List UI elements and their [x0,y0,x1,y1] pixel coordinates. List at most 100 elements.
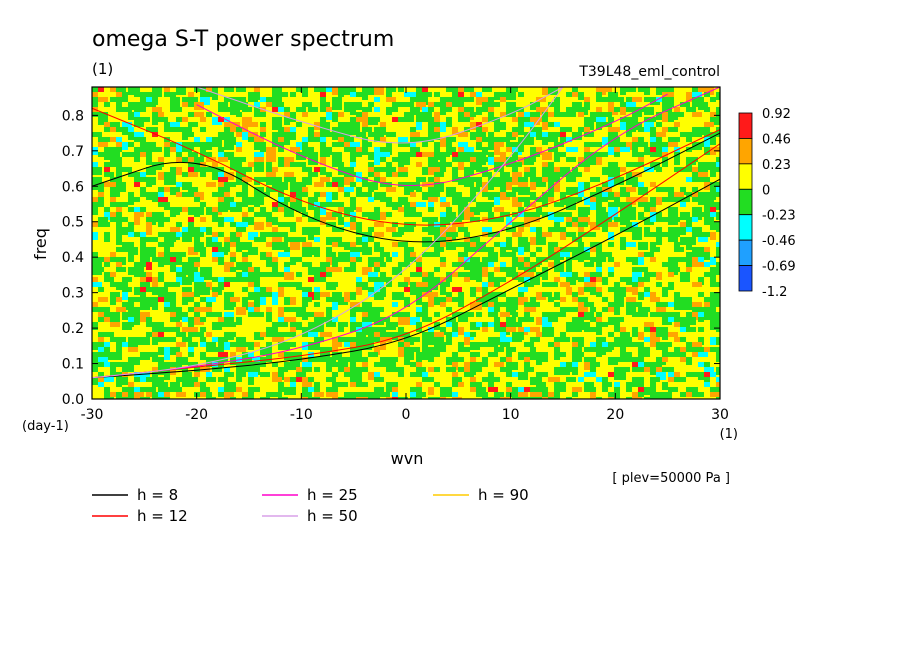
field-cell [188,322,194,330]
field-cell [194,277,204,282]
field-cell [590,117,600,122]
field-cell [446,97,452,102]
field-cell [230,267,236,272]
field-cell [680,187,686,195]
field-cell [290,237,296,242]
field-cell [476,167,482,172]
field-cell [350,127,360,135]
field-cell [134,177,140,182]
field-cell [632,232,642,240]
field-cell [458,202,468,210]
field-cell [464,182,474,187]
field-cell [596,92,602,97]
field-cell [650,152,656,157]
field-cell [272,97,282,102]
field-cell [284,117,290,125]
field-cell [182,102,188,107]
field-cell [338,367,348,372]
field-cell [518,292,524,297]
field-cell [188,142,194,150]
field-cell [110,337,120,342]
field-cell [350,337,360,342]
field-cell [356,132,366,137]
field-cell [626,197,636,205]
field-cell [566,397,572,399]
field-cell [236,357,246,365]
field-cell [146,167,156,175]
field-cell [578,287,584,295]
field-cell [572,392,578,397]
field-cell [554,152,564,157]
field-cell [308,377,314,382]
field-cell [434,162,444,167]
field-cell [488,312,498,317]
field-cell [416,297,422,305]
field-cell [182,297,188,305]
field-cell [170,207,180,215]
field-cell [152,322,158,327]
field-cell [284,197,290,202]
field-cell [98,142,108,147]
field-cell [164,327,170,332]
field-cell [200,172,206,177]
field-cell [530,397,536,399]
field-cell [704,162,710,170]
field-cell [530,392,536,397]
field-cell [296,367,302,372]
field-cell [278,222,288,227]
field-cell [632,267,642,275]
field-cell [134,87,140,92]
field-cell [530,102,540,110]
field-cell [512,167,518,172]
field-cell [704,147,710,155]
field-cell [200,297,210,302]
field-cell [368,317,378,322]
field-cell [290,177,296,182]
field-cell [458,207,468,212]
field-cell [314,312,324,320]
field-cell [272,107,278,112]
field-cell [140,247,146,252]
field-cell [302,102,312,107]
field-cell [332,257,342,262]
field-cell [188,227,194,232]
level-annotation: [ plev=50000 Pa ] [612,471,730,486]
field-cell [650,202,656,210]
field-cell [662,97,672,102]
field-cell [446,357,452,365]
field-cell [584,142,590,150]
field-cell [128,192,134,197]
field-cell [356,277,362,285]
field-cell [158,337,164,342]
field-cell [320,217,326,225]
field-cell [122,167,132,172]
field-cell [518,242,528,250]
field-cell [662,342,672,347]
field-cell [170,212,176,217]
field-cell [350,217,356,222]
field-cell [272,102,278,107]
field-cell [326,357,336,365]
field-cell [158,117,168,122]
field-cell [440,277,450,285]
field-cell [164,352,170,360]
field-cell [158,217,164,225]
field-cell [128,362,134,370]
field-cell [242,242,252,250]
field-cell [596,157,602,165]
field-cell [122,92,128,97]
field-cell [188,262,198,267]
field-cell [710,272,716,277]
field-cell [464,367,474,372]
field-cell [350,102,360,107]
field-cell [542,132,548,137]
field-cell [338,122,348,130]
field-cell [98,297,108,302]
field-cell [98,137,104,145]
y-tick-label: 0.3 [62,286,84,302]
field-cell [350,122,360,127]
field-cell [500,112,506,117]
field-cell [458,242,468,247]
field-cell [272,232,282,237]
field-cell [170,267,176,272]
